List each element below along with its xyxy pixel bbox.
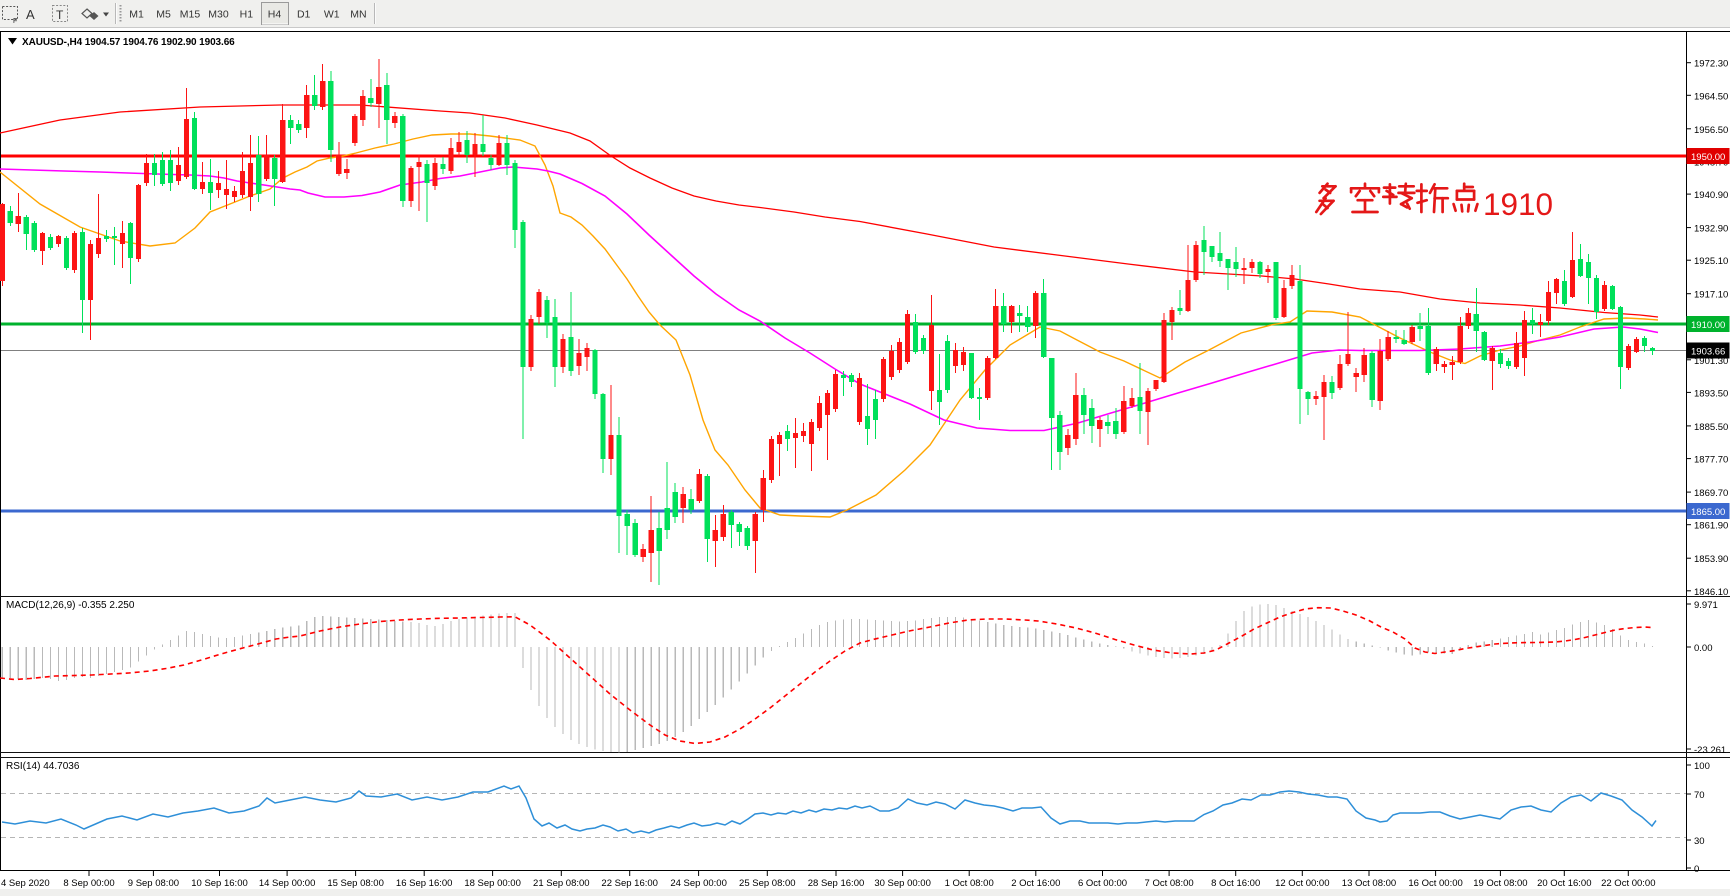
svg-text:1877.70: 1877.70: [1694, 455, 1728, 466]
svg-text:2 Oct 16:00: 2 Oct 16:00: [1011, 878, 1060, 889]
svg-text:-23.261: -23.261: [1694, 745, 1726, 756]
svg-text:A: A: [26, 7, 35, 22]
svg-text:9 Sep 08:00: 9 Sep 08:00: [128, 878, 179, 889]
svg-text:6 Oct 00:00: 6 Oct 00:00: [1078, 878, 1127, 889]
svg-text:4 Sep 2020: 4 Sep 2020: [1, 878, 50, 889]
svg-text:16 Oct 00:00: 16 Oct 00:00: [1408, 878, 1462, 889]
svg-text:1885.50: 1885.50: [1694, 422, 1728, 433]
svg-text:1903.66: 1903.66: [1691, 347, 1725, 358]
svg-text:M30: M30: [208, 9, 229, 21]
svg-text:21 Sep 08:00: 21 Sep 08:00: [533, 878, 590, 889]
svg-text:1865.00: 1865.00: [1691, 507, 1725, 518]
svg-text:9.971: 9.971: [1694, 600, 1718, 611]
svg-text:1940.90: 1940.90: [1694, 190, 1728, 201]
svg-text:1910.00: 1910.00: [1691, 320, 1725, 331]
svg-text:1853.90: 1853.90: [1694, 554, 1728, 565]
svg-text:H4: H4: [268, 9, 282, 21]
svg-text:MACD(12,26,9) -0.355 2.250: MACD(12,26,9) -0.355 2.250: [6, 600, 135, 611]
svg-text:8 Oct 16:00: 8 Oct 16:00: [1211, 878, 1260, 889]
svg-text:1950.00: 1950.00: [1691, 152, 1725, 163]
svg-text:0: 0: [1694, 864, 1699, 875]
svg-text:18 Sep 00:00: 18 Sep 00:00: [464, 878, 521, 889]
svg-text:7 Oct 08:00: 7 Oct 08:00: [1145, 878, 1194, 889]
svg-text:1956.50: 1956.50: [1694, 125, 1728, 136]
svg-text:15 Sep 08:00: 15 Sep 08:00: [327, 878, 384, 889]
svg-text:H1: H1: [240, 9, 254, 21]
svg-text:1893.50: 1893.50: [1694, 388, 1728, 399]
svg-text:M1: M1: [129, 9, 144, 21]
svg-text:16 Sep 16:00: 16 Sep 16:00: [396, 878, 453, 889]
svg-text:22 Oct 00:00: 22 Oct 00:00: [1601, 878, 1655, 889]
svg-text:1910: 1910: [1483, 186, 1553, 222]
svg-text:1964.50: 1964.50: [1694, 91, 1728, 102]
svg-text:1861.90: 1861.90: [1694, 521, 1728, 532]
svg-text:1917.10: 1917.10: [1694, 290, 1728, 301]
svg-text:1846.10: 1846.10: [1694, 587, 1728, 598]
svg-text:24 Sep 00:00: 24 Sep 00:00: [670, 878, 727, 889]
svg-text:XAUUSD-,H4 1904.57 1904.76 19: XAUUSD-,H4 1904.57 1904.76 1902.90 1903.…: [22, 37, 235, 48]
svg-text:14 Sep 00:00: 14 Sep 00:00: [259, 878, 316, 889]
svg-text:30: 30: [1694, 836, 1705, 847]
svg-text:D1: D1: [297, 9, 311, 21]
svg-text:1972.30: 1972.30: [1694, 59, 1728, 70]
svg-text:MN: MN: [350, 9, 366, 21]
svg-text:28 Sep 16:00: 28 Sep 16:00: [808, 878, 865, 889]
svg-text:25 Sep 08:00: 25 Sep 08:00: [739, 878, 796, 889]
svg-text:1901.30: 1901.30: [1694, 356, 1728, 367]
svg-text:0.00: 0.00: [1694, 643, 1713, 654]
svg-text:1 Oct 08:00: 1 Oct 08:00: [945, 878, 994, 889]
svg-text:10 Sep 16:00: 10 Sep 16:00: [191, 878, 248, 889]
svg-text:F: F: [13, 18, 17, 25]
svg-text:M15: M15: [180, 9, 201, 21]
svg-text:T: T: [56, 8, 64, 22]
svg-text:20 Oct 16:00: 20 Oct 16:00: [1537, 878, 1591, 889]
svg-text:W1: W1: [324, 9, 340, 21]
svg-text:M5: M5: [156, 9, 171, 21]
svg-text:13 Oct 08:00: 13 Oct 08:00: [1342, 878, 1396, 889]
svg-text:22 Sep 16:00: 22 Sep 16:00: [601, 878, 658, 889]
svg-text:1932.90: 1932.90: [1694, 224, 1728, 235]
svg-text:1869.70: 1869.70: [1694, 488, 1728, 499]
svg-text:30 Sep 00:00: 30 Sep 00:00: [874, 878, 931, 889]
svg-text:8 Sep 00:00: 8 Sep 00:00: [63, 878, 114, 889]
svg-text:70: 70: [1694, 790, 1705, 801]
svg-text:12 Oct 00:00: 12 Oct 00:00: [1275, 878, 1329, 889]
svg-text:1925.10: 1925.10: [1694, 256, 1728, 267]
svg-text:19 Oct 08:00: 19 Oct 08:00: [1473, 878, 1527, 889]
svg-text:100: 100: [1694, 761, 1710, 772]
svg-text:RSI(14) 44.7036: RSI(14) 44.7036: [6, 761, 80, 772]
